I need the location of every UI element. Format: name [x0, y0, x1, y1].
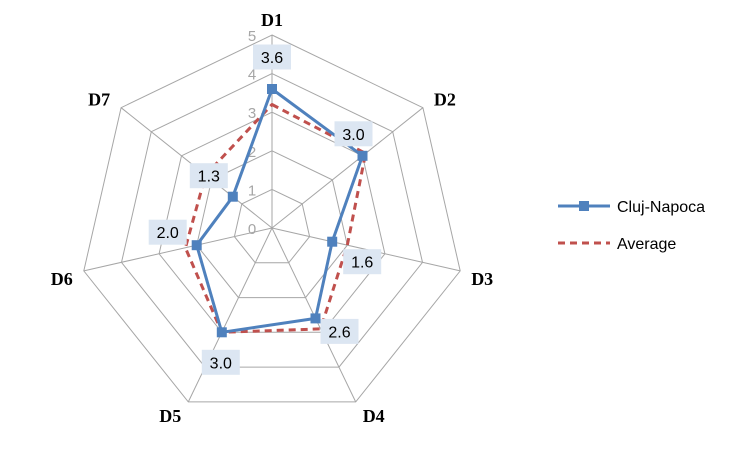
tick-label-0: 0	[248, 221, 256, 238]
series-line-cluj-napoca	[195, 87, 364, 334]
data-label-d7: 1.3	[198, 169, 220, 186]
marker-cluj-napoca-d4	[310, 313, 321, 324]
category-label-d6: D6	[51, 269, 73, 289]
axis-spoke-d5	[187, 227, 273, 403]
marker-cluj-napoca-d5	[216, 327, 227, 338]
grid-ring-5	[83, 34, 461, 403]
tick-label-5: 5	[248, 28, 256, 45]
marker-cluj-napoca-d3	[327, 236, 338, 247]
tick-label-3: 3	[248, 105, 256, 122]
data-label-d1: 3.6	[261, 50, 283, 67]
marker-cluj-napoca-d1	[267, 84, 277, 94]
radial-tick-labels: 0 1 2 3 4 5	[248, 28, 256, 238]
marker-cluj-napoca-d7	[227, 191, 238, 202]
legend-label-average: Average	[617, 236, 676, 253]
grid-ring-2	[196, 150, 348, 299]
legend: Cluj-Napoca Average	[558, 199, 705, 253]
legend-item-average: Average	[558, 236, 676, 253]
data-label-box-d1	[253, 44, 291, 70]
tick-label-1: 1	[248, 182, 256, 199]
data-label-d4: 2.6	[328, 324, 350, 341]
axis-spoke-d6	[83, 227, 273, 272]
category-label-d3: D3	[471, 269, 493, 289]
data-label-d3: 1.6	[351, 255, 373, 272]
data-label-d5: 3.0	[210, 355, 232, 372]
data-label-box-d5	[201, 349, 240, 375]
grid-ring-1	[233, 188, 311, 264]
axis-spoke-d2	[271, 107, 424, 229]
data-label-box-d2	[334, 121, 373, 147]
category-labels: D1 D2 D3 D4 D5 D6 D7	[51, 10, 493, 426]
category-label-d7: D7	[88, 90, 110, 110]
legend-item-cluj-napoca: Cluj-Napoca	[558, 199, 705, 216]
legend-marker-cluj-napoca	[579, 201, 589, 211]
data-label-d2: 3.0	[342, 127, 364, 144]
legend-label-cluj-napoca: Cluj-Napoca	[617, 199, 705, 216]
data-label-box-d4	[320, 318, 359, 344]
data-label-box-d7	[189, 163, 228, 189]
data-label-box-d3	[343, 249, 382, 275]
grid-ring-4	[120, 73, 424, 368]
data-label-d6: 2.0	[157, 225, 179, 242]
tick-label-2: 2	[248, 144, 256, 161]
category-label-d5: D5	[159, 406, 181, 426]
marker-cluj-napoca-d2	[357, 150, 368, 161]
radar-grid	[83, 34, 461, 403]
category-label-d4: D4	[363, 406, 385, 426]
grid-ring-3	[158, 111, 386, 333]
marker-cluj-napoca-d6	[191, 240, 202, 251]
tick-label-4: 4	[248, 67, 256, 84]
category-label-d2: D2	[434, 90, 456, 110]
data-labels: 3.6 3.0 1.6 2.6 3.0 2.0 1.3	[148, 44, 382, 375]
data-label-box-d6	[148, 219, 187, 245]
category-label-d1: D1	[261, 10, 283, 30]
